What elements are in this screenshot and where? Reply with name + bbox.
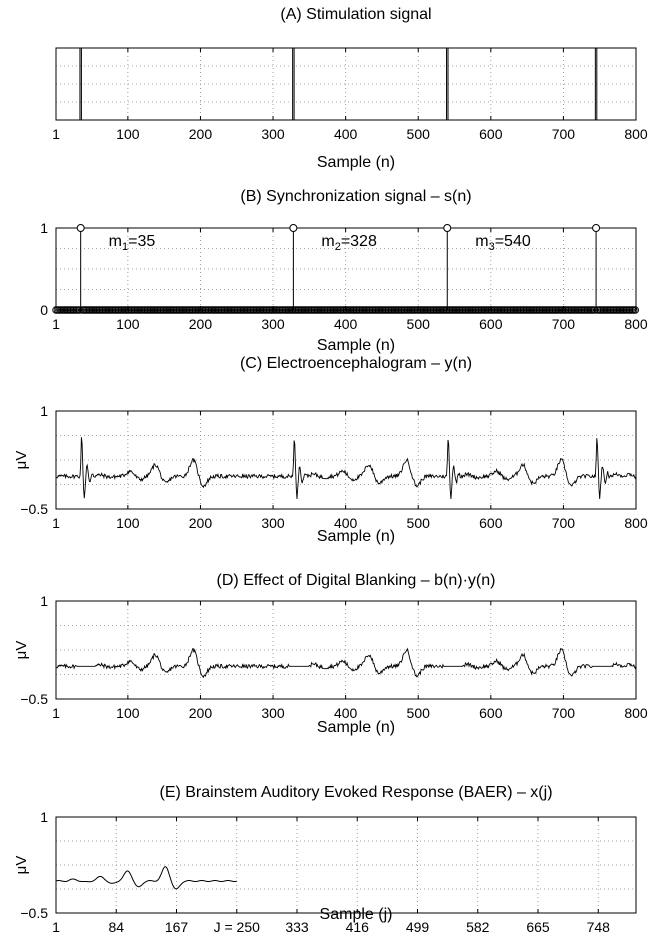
x-tick-label: 200 — [189, 705, 213, 721]
x-tick-label: 700 — [552, 316, 576, 332]
stem-annotation: m3=540 — [475, 233, 531, 253]
x-tick-label: 1 — [52, 705, 60, 721]
x-axis-label: Sample (n) — [317, 719, 395, 736]
x-tick-label: 400 — [334, 515, 358, 531]
x-tick-label: 200 — [189, 515, 213, 531]
x-tick-label: 499 — [406, 919, 430, 932]
x-tick-label: 100 — [116, 126, 140, 142]
chart-title: (C) Electroencephalogram – y(n) — [240, 355, 472, 372]
chart-title: (E) Brainstem Auditory Evoked Response (… — [159, 784, 552, 801]
x-tick-label: 582 — [466, 919, 490, 932]
x-axis-label: Sample (j) — [320, 906, 393, 923]
panel-a-stimulation: 1 100 200 300 400 500 600 700 800 (A) Stimulation… — [52, 6, 648, 171]
x-axis-label: Sample (n) — [317, 154, 395, 171]
stem-marker — [289, 224, 298, 232]
stem-marker-zero — [631, 306, 640, 314]
x-tick-label: 800 — [624, 126, 648, 142]
x-tick-label: 167 — [165, 919, 189, 932]
x-tick-label: 300 — [261, 316, 285, 332]
y-tick-label: 1 — [40, 220, 48, 236]
panel-e-baer: 1 84 167 J = 250 333 416 499 582 665 748 −0.5 1 (E) … — [13, 784, 637, 932]
chart-title: (D) Effect of Digital Blanking – b(n)·y(… — [217, 572, 496, 589]
x-tick-label: 800 — [624, 705, 648, 721]
x-tick-label: 1 — [52, 919, 60, 932]
x-tick-label: 300 — [261, 705, 285, 721]
x-tick-label: 600 — [479, 705, 503, 721]
x-tick-label: 500 — [407, 705, 431, 721]
x-tick-label: 200 — [189, 316, 213, 332]
x-tick-label: 500 — [407, 316, 431, 332]
stem-marker — [443, 224, 452, 232]
baer-series-line — [55, 866, 237, 890]
x-tick-label: 600 — [479, 515, 503, 531]
x-tick-label: 84 — [108, 919, 124, 932]
x-tick-label: 1 — [52, 126, 60, 142]
x-tick-label: 665 — [526, 919, 550, 932]
x-tick-label: 100 — [116, 316, 140, 332]
x-tick-label: 600 — [479, 316, 503, 332]
x-tick-label: J = 250 — [214, 919, 261, 932]
x-tick-label: 200 — [189, 126, 213, 142]
stem-marker-zero — [590, 306, 599, 314]
y-tick-label: −0.5 — [20, 691, 48, 707]
x-tick-label: 1 — [52, 316, 60, 332]
x-tick-label: 700 — [552, 705, 576, 721]
x-tick-label: 500 — [407, 126, 431, 142]
x-tick-label: 400 — [334, 705, 358, 721]
stem-marker — [76, 224, 85, 232]
stem-marker-zero — [75, 306, 83, 314]
stem-annotation: m2=328 — [321, 233, 377, 253]
x-tick-label: 700 — [552, 126, 576, 142]
x-tick-label: 748 — [587, 919, 611, 932]
y-tick-label: 1 — [40, 593, 48, 609]
y-tick-label: 1 — [40, 809, 48, 825]
y-tick-label: −0.5 — [20, 501, 48, 517]
x-axis-label: Sample (n) — [317, 337, 395, 354]
chart-title: (A) Stimulation signal — [280, 6, 431, 23]
y-tick-label: 0 — [40, 302, 48, 318]
blanked-eeg-series-line — [55, 647, 637, 679]
x-tick-label: 600 — [479, 126, 503, 142]
x-tick-label: 800 — [624, 515, 648, 531]
y-axis-label: μV — [13, 856, 30, 875]
stimulation-series-line — [56, 47, 636, 121]
x-tick-label: 500 — [407, 515, 431, 531]
x-tick-label: 300 — [261, 126, 285, 142]
x-tick-label: 800 — [624, 316, 648, 332]
x-tick-label: 100 — [116, 705, 140, 721]
x-tick-label: 300 — [261, 515, 285, 531]
x-tick-label: 400 — [334, 126, 358, 142]
y-tick-label: 1 — [40, 403, 48, 419]
panel-d-blanking: 1 100 200 300 400 500 600 700 800−0.51(D) Effect… — [13, 572, 648, 736]
chart-title: (B) Synchronization signal – s(n) — [240, 188, 471, 205]
x-tick-label: 1 — [52, 515, 60, 531]
eeg-series-line — [55, 437, 637, 500]
y-tick-label: −0.5 — [20, 905, 48, 921]
x-tick-label: 700 — [552, 515, 576, 531]
axes-frame — [55, 816, 637, 914]
x-tick-label: 400 — [334, 316, 358, 332]
x-tick-label: 100 — [116, 515, 140, 531]
stem-marker — [592, 224, 601, 232]
x-tick-label: 416 — [346, 919, 370, 932]
x-axis-label: Sample (n) — [317, 528, 395, 545]
x-tick-label: 333 — [285, 919, 309, 932]
y-axis-label: μV — [13, 641, 30, 660]
stem-annotation: m1=35 — [109, 233, 156, 253]
panel-c-eeg: 1 100 200 300 400 500 600 700 800−0.51(C) Electr… — [13, 355, 648, 545]
y-axis-label: μV — [13, 451, 30, 470]
